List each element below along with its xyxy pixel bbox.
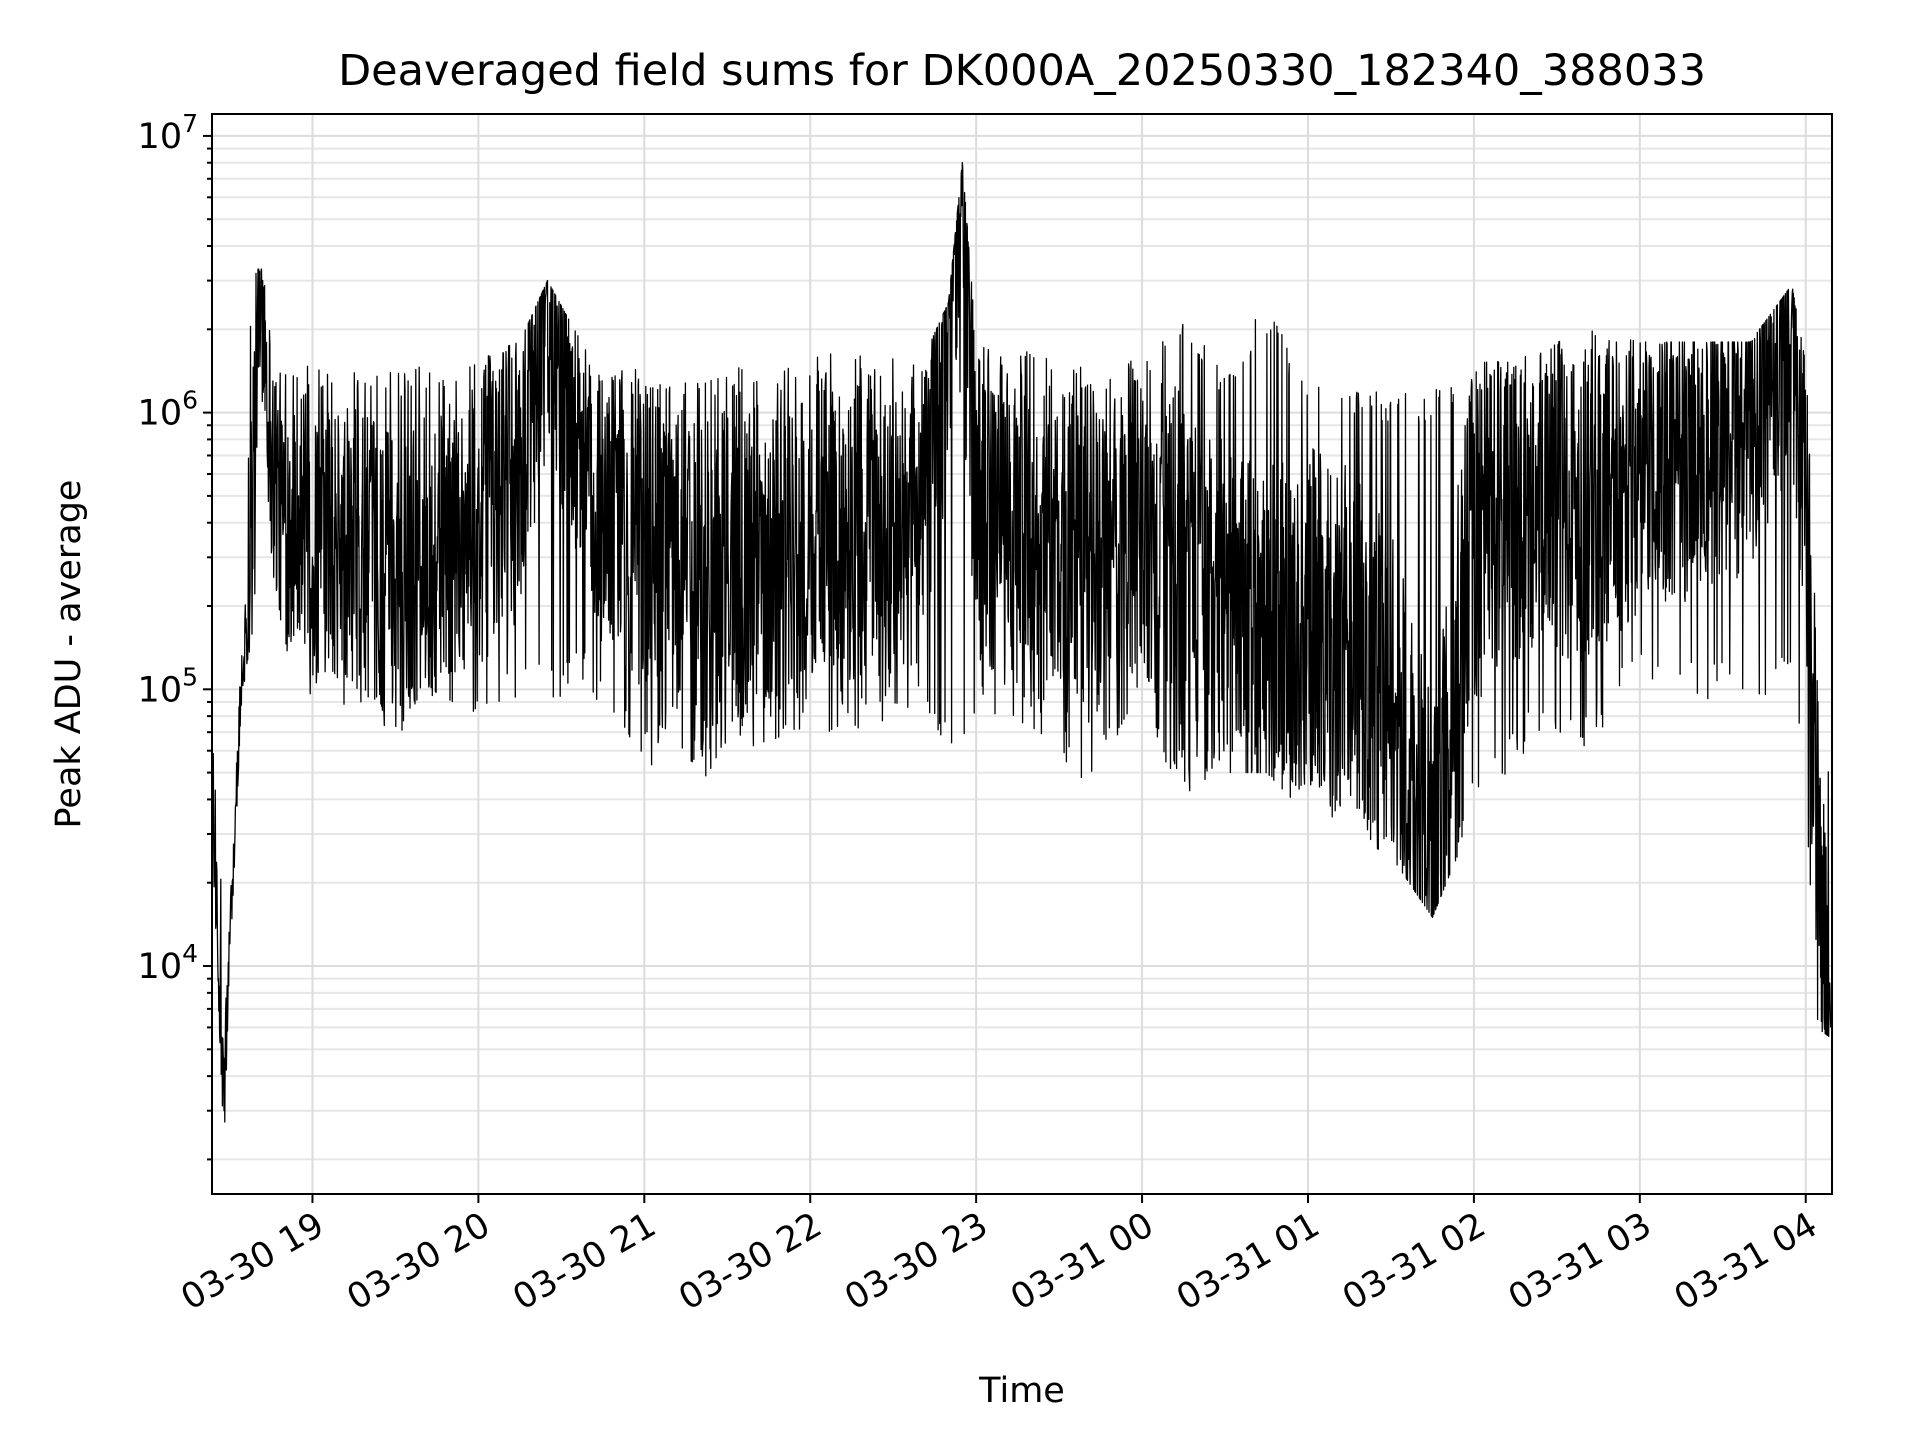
y-tick-label: 107 xyxy=(138,109,198,157)
y-axis-label: Peak ADU - average xyxy=(49,480,89,829)
y-tick-label: 106 xyxy=(138,386,198,434)
chart-title: Deaveraged field sums for DK000A_2025033… xyxy=(338,46,1706,96)
y-tick-label: 105 xyxy=(138,662,198,710)
series-trace xyxy=(212,162,1832,1123)
y-tick-label: 104 xyxy=(138,939,198,987)
plot-frame xyxy=(211,113,1833,1195)
series-line xyxy=(212,162,1832,1123)
x-axis-label: Time xyxy=(978,1371,1065,1411)
y-axis-ticks: 104 105 106 107 xyxy=(138,109,212,1161)
